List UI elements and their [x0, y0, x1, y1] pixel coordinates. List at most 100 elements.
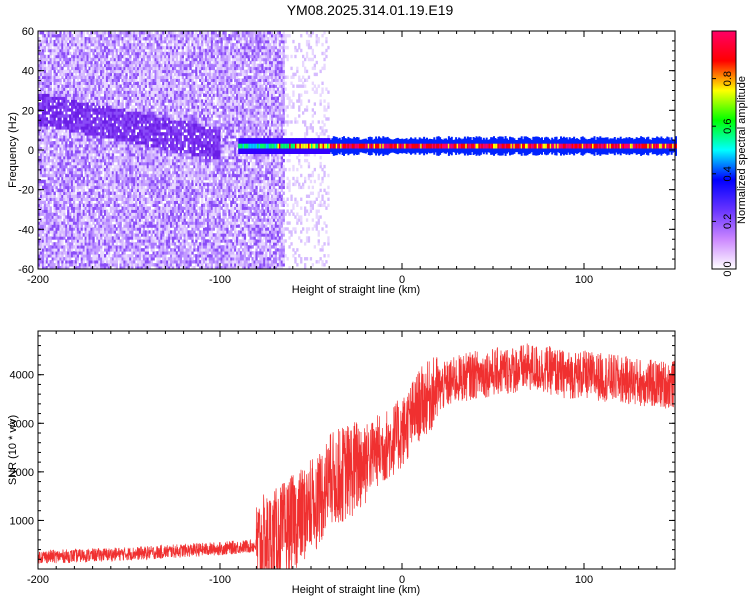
heatmap-cell — [164, 164, 167, 169]
heatmap-cell — [170, 242, 173, 246]
heatmap-cell — [123, 257, 126, 261]
heatmap-cell — [88, 34, 91, 38]
heatmap-cell — [72, 176, 76, 181]
heatmap-cell — [133, 147, 136, 151]
heatmap-cell — [164, 45, 167, 50]
heatmap-cell — [69, 96, 72, 100]
heatmap-cell — [47, 182, 50, 187]
heatmap-cell — [162, 158, 165, 163]
heatmap-cell — [142, 248, 146, 252]
heatmap-cell — [100, 266, 103, 270]
heatmap-cell — [172, 221, 175, 225]
heatmap-cell — [117, 257, 120, 261]
heatmap-cell — [67, 31, 70, 35]
heatmap-cell — [148, 173, 151, 178]
heatmap-cell — [47, 57, 50, 62]
heatmap-cell — [61, 39, 64, 44]
heatmap-cell — [135, 147, 138, 151]
heatmap-cell — [84, 102, 87, 106]
heatmap-cell — [98, 206, 101, 210]
heatmap-cell — [65, 78, 68, 82]
heatmap-cell — [113, 251, 116, 255]
heatmap-cell — [170, 60, 173, 65]
heatmap-cell — [172, 155, 175, 160]
heatmap-cell — [65, 54, 68, 59]
heatmap-cell — [138, 158, 142, 163]
heatmap-cell — [55, 129, 58, 133]
heatmap-cell — [38, 170, 41, 175]
heatmap-cell — [69, 81, 72, 85]
heatmap-cell — [166, 31, 169, 35]
heatmap-cell — [65, 147, 68, 151]
heatmap-cell — [150, 197, 153, 201]
heatmap-cell — [129, 206, 132, 210]
heatmap-cell — [129, 123, 132, 127]
heatmap-cell — [59, 81, 62, 85]
heatmap-cell — [69, 170, 72, 175]
heatmap-cell — [125, 203, 128, 207]
heatmap-cell — [69, 60, 72, 65]
heatmap-cell — [45, 266, 49, 270]
heatmap-cell — [140, 78, 144, 82]
heatmap-cell — [117, 176, 120, 181]
heatmap-cell — [100, 51, 103, 56]
heatmap-cell — [158, 197, 161, 201]
heatmap-cell — [45, 155, 49, 160]
heatmap-cell — [63, 69, 66, 74]
heatmap-cell — [123, 179, 126, 184]
heatmap-cell — [80, 212, 83, 216]
heatmap-cell — [138, 84, 142, 88]
heatmap-cell — [51, 179, 54, 184]
heatmap-cell — [71, 147, 74, 151]
heatmap-cell — [172, 45, 175, 50]
heatmap-cell — [100, 66, 103, 71]
heatmap-cell — [135, 266, 138, 270]
heatmap-cell — [100, 135, 103, 139]
heatmap-cell — [88, 254, 91, 258]
heatmap-cell — [57, 164, 60, 169]
heatmap-cell — [170, 54, 173, 59]
heatmap-cell — [51, 111, 54, 115]
heatmap-cell — [69, 212, 72, 216]
heatmap-cell — [150, 51, 153, 56]
heatmap-cell — [168, 42, 171, 47]
heatmap-cell — [47, 126, 50, 130]
heatmap-cell — [129, 57, 132, 62]
heatmap-cell — [121, 164, 124, 169]
heatmap-cell — [45, 194, 49, 198]
heatmap-cell — [121, 242, 124, 246]
heatmap-cell — [168, 161, 171, 166]
heatmap-cell — [80, 123, 83, 127]
heatmap-cell — [173, 236, 177, 240]
heatmap-cell — [113, 212, 116, 216]
heatmap-cell — [109, 236, 113, 240]
heatmap-cell — [129, 141, 132, 145]
heatmap-cell — [47, 161, 50, 166]
heatmap-cell — [100, 84, 103, 88]
heatmap-cell — [148, 230, 151, 234]
heatmap-cell — [119, 263, 122, 267]
heatmap-cell — [152, 194, 155, 198]
heatmap-cell — [39, 48, 43, 53]
heatmap-cell — [138, 48, 142, 53]
heatmap-cell — [109, 99, 113, 103]
heatmap-cell — [61, 251, 64, 255]
heatmap-cell — [86, 129, 89, 133]
heatmap-cell — [47, 200, 50, 204]
heatmap-cell — [38, 93, 41, 97]
heatmap-cell — [38, 37, 41, 41]
heatmap-cell — [146, 209, 149, 213]
heatmap-cell — [156, 155, 159, 160]
heatmap-cell — [137, 102, 140, 106]
heatmap-cell — [162, 233, 165, 237]
heatmap-cell — [119, 60, 122, 65]
heatmap-cell — [115, 87, 118, 91]
heatmap-cell — [41, 155, 45, 160]
heatmap-cell — [109, 161, 113, 166]
heatmap-cell — [39, 218, 43, 222]
heatmap-cell — [115, 185, 118, 190]
heatmap-cell — [69, 117, 72, 121]
heatmap-cell — [49, 200, 52, 204]
heatmap-cell — [117, 206, 120, 210]
heatmap-cell — [158, 221, 161, 225]
